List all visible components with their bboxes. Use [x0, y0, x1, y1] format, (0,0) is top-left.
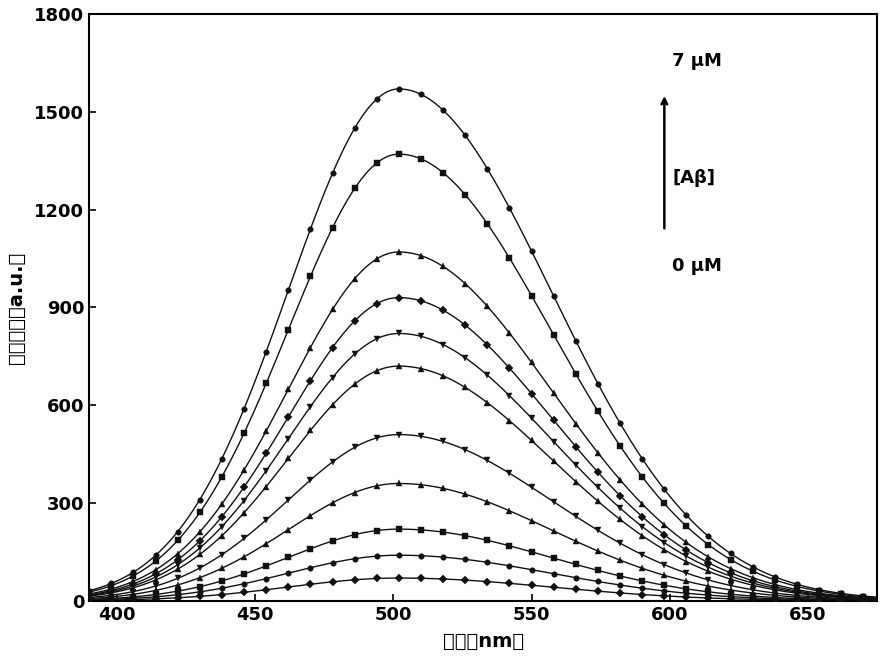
Y-axis label: 荧光强度（a.u.）: 荧光强度（a.u.） — [7, 251, 26, 363]
X-axis label: 波长（nm）: 波长（nm） — [443, 632, 523, 651]
Text: 7 μM: 7 μM — [672, 52, 722, 70]
Text: 0 μM: 0 μM — [672, 257, 722, 275]
Text: [Aβ]: [Aβ] — [672, 169, 715, 188]
